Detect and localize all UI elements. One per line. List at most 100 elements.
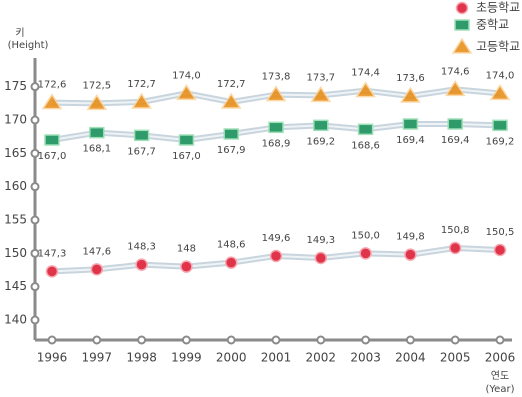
data-label: 149,8 [396,232,425,243]
x-tick [226,335,236,345]
data-point [265,85,287,102]
data-point [400,86,421,103]
x-axis-unit: (Year) [486,384,515,395]
data-point [357,123,374,136]
data-label: 172,6 [38,80,67,91]
legend-marker [455,1,469,15]
y-tick-label: 140 [4,313,27,327]
y-tick-label: 175 [4,79,27,93]
x-tick-label: 2002 [306,351,337,365]
data-point [402,118,419,130]
data-point [492,119,508,132]
data-label: 168,6 [351,140,380,151]
data-point [313,119,329,132]
data-point [444,79,466,97]
x-tick [137,335,147,345]
data-point [448,241,462,255]
x-tick [47,335,57,345]
x-tick [271,335,281,345]
x-tick-label: 2001 [261,351,292,365]
data-point [176,83,197,101]
data-point [493,243,507,257]
y-tick-label: 150 [4,246,27,260]
x-tick-label: 1997 [82,351,113,365]
data-point [310,85,332,103]
x-tick-label: 1999 [171,351,202,365]
data-label: 167,0 [172,151,201,162]
data-point [269,249,283,263]
data-label: 173,8 [262,72,291,83]
x-tick-label: 2004 [395,351,426,365]
data-label: 169,4 [441,135,470,146]
data-label: 173,7 [306,72,335,83]
data-point [224,256,238,269]
x-tick [181,335,191,345]
data-label: 168,1 [82,144,111,155]
data-label: 167,0 [38,151,67,162]
x-tick-label: 1998 [126,351,157,365]
data-point [90,263,104,276]
data-label: 147,3 [38,248,67,259]
x-tick [405,335,415,345]
y-tick [30,82,40,92]
data-point [41,93,63,110]
y-tick-label: 165 [4,146,27,160]
data-point [44,134,60,146]
x-tick-label: 2003 [350,351,381,365]
x-axis-title: 연도 [491,370,509,382]
x-tick-label: 2006 [485,351,516,365]
y-axis-unit: (Height) [8,40,49,51]
y-tick [30,248,40,258]
data-label: 148,6 [217,240,246,251]
data-point [133,129,150,142]
data-label: 174,4 [351,68,380,79]
data-label: 172,7 [127,79,156,90]
x-tick [361,335,371,345]
data-label: 167,9 [217,145,246,156]
data-point [359,247,372,260]
data-label: 172,7 [217,79,246,90]
x-tick-label: 2000 [216,351,247,365]
data-label: 150,8 [441,225,470,236]
data-point [268,121,284,134]
legend-label: 고등학교 [476,40,520,54]
data-point [355,81,376,98]
data-label: 174,0 [172,70,201,81]
x-tick-label: 1996 [37,351,68,365]
data-point [131,92,152,109]
data-point [220,92,242,109]
x-tick-label: 2005 [440,351,471,365]
data-label: 150,5 [486,227,515,238]
data-point [89,126,105,139]
data-point [86,93,108,111]
data-point [404,248,417,261]
data-label: 167,7 [127,146,156,157]
y-tick-label: 170 [4,113,27,127]
y-tick-label: 155 [4,213,27,227]
legend-label: 중학교 [476,18,509,32]
legend-marker [451,37,473,54]
x-tick [450,335,460,345]
data-label: 174,6 [441,66,470,77]
data-label: 168,9 [262,138,291,149]
y-tick [30,148,40,158]
data-point [135,258,148,271]
y-tick [30,282,40,292]
data-label: 148,3 [127,242,156,253]
data-point [489,83,511,101]
data-label: 173,6 [396,73,425,84]
data-point [314,251,328,265]
data-label: 150,0 [351,230,380,241]
legend-marker [454,19,470,31]
data-label: 149,6 [262,233,291,244]
data-label: 147,6 [82,246,111,257]
x-tick [316,335,326,345]
x-tick [92,335,102,345]
data-label: 174,0 [486,70,515,81]
y-tick-label: 160 [4,179,27,193]
y-tick-label: 145 [4,279,27,293]
data-point [180,260,193,273]
data-label: 172,5 [82,80,111,91]
y-tick [30,315,40,325]
